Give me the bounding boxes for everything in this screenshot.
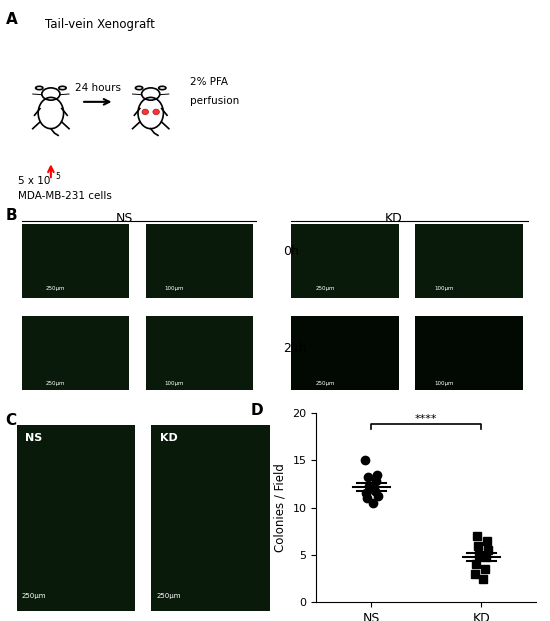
Text: 250μm: 250μm <box>315 286 335 291</box>
Text: 100μm: 100μm <box>434 381 454 386</box>
Ellipse shape <box>142 109 148 115</box>
FancyBboxPatch shape <box>21 315 129 390</box>
Text: 250μm: 250μm <box>315 381 335 386</box>
Text: Tail-vein Xenograft: Tail-vein Xenograft <box>45 18 155 31</box>
FancyBboxPatch shape <box>21 224 129 298</box>
FancyBboxPatch shape <box>146 315 254 390</box>
FancyBboxPatch shape <box>291 315 399 390</box>
Text: B: B <box>6 208 17 223</box>
Text: 250μm: 250μm <box>157 592 182 599</box>
FancyBboxPatch shape <box>415 315 523 390</box>
Text: 100μm: 100μm <box>434 286 454 291</box>
Text: 100μm: 100μm <box>164 381 184 386</box>
Text: NS: NS <box>25 433 42 443</box>
Text: 2% PFA: 2% PFA <box>190 77 228 87</box>
Ellipse shape <box>153 109 159 115</box>
Text: 100μm: 100μm <box>164 286 184 291</box>
Text: MDA-MB-231 cells: MDA-MB-231 cells <box>18 191 112 201</box>
Text: 250μm: 250μm <box>22 592 47 599</box>
Text: NS: NS <box>116 212 133 225</box>
Text: KD: KD <box>384 212 403 225</box>
FancyBboxPatch shape <box>16 425 135 611</box>
Text: KD: KD <box>160 433 177 443</box>
Text: ****: **** <box>415 414 437 424</box>
FancyBboxPatch shape <box>146 224 254 298</box>
FancyBboxPatch shape <box>291 224 399 298</box>
Text: A: A <box>6 12 17 27</box>
Text: perfusion: perfusion <box>190 96 239 106</box>
Text: 250μm: 250μm <box>46 286 65 291</box>
FancyBboxPatch shape <box>415 224 523 298</box>
Text: 5 x 10: 5 x 10 <box>18 176 50 186</box>
Y-axis label: Colonies / Field: Colonies / Field <box>274 463 287 552</box>
Text: C: C <box>6 413 16 428</box>
Text: 24 hours: 24 hours <box>75 83 121 93</box>
Text: 250μm: 250μm <box>46 381 65 386</box>
FancyBboxPatch shape <box>151 425 270 611</box>
Text: 5: 5 <box>56 171 60 181</box>
Text: 24h: 24h <box>283 342 307 355</box>
Text: 0h: 0h <box>283 245 299 258</box>
Text: D: D <box>250 404 263 419</box>
